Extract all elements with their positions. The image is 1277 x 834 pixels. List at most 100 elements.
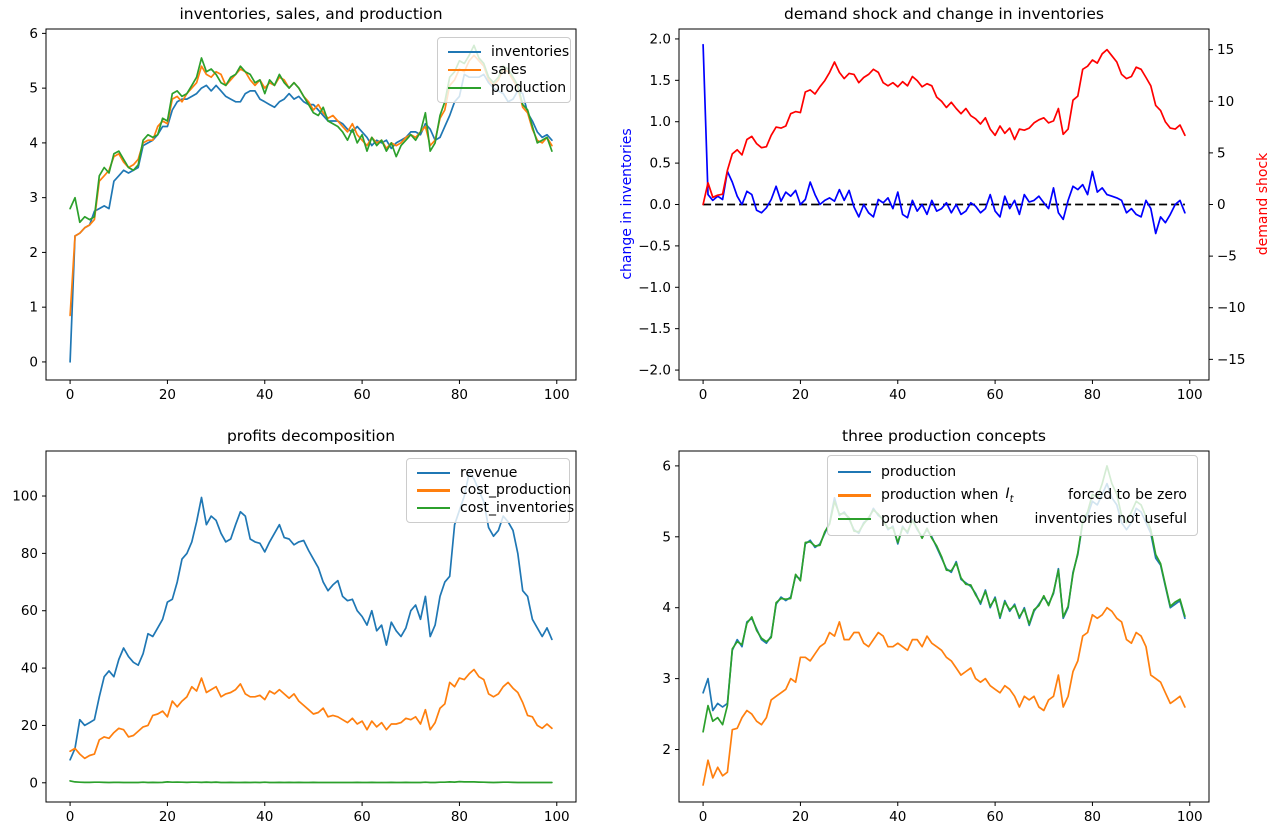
y-tick-label: 1: [29, 300, 38, 316]
x-tick-label: 40: [256, 809, 273, 825]
series-demand-shock: [702, 48, 1186, 206]
title-inventories-sales-production: inventories, sales, and production: [179, 5, 443, 23]
x-tick-label: 0: [66, 387, 75, 403]
legend-item: revenue: [417, 465, 559, 481]
series-production-zero-inventories: [702, 606, 1186, 786]
series-change-in-inventories: [702, 43, 1186, 235]
y-tick-label: 0: [29, 775, 38, 791]
y-tick-right-label: 10: [1217, 94, 1234, 110]
legend-swatch-production-inventories-not-useful: [838, 517, 871, 521]
legend-item: sales: [448, 62, 560, 78]
y-tick-label: 6: [29, 26, 38, 42]
y-tick-right-label: −5: [1217, 249, 1237, 265]
y-tick-label: 2.0: [650, 31, 671, 47]
title-profits-decomposition: profits decomposition: [226, 427, 396, 445]
series-cost-inventories: [69, 780, 553, 784]
y-tick-label: 0: [29, 354, 38, 370]
y-tick-label: 5: [662, 529, 671, 545]
x-tick-label: 60: [987, 809, 1004, 825]
x-tick-label: 100: [544, 387, 570, 403]
legend-label: production: [881, 464, 957, 481]
y-tick-label: 6: [662, 458, 671, 474]
y-tick-label: 0.5: [650, 156, 671, 172]
y-tick-label: 2: [662, 742, 671, 758]
legend-swatch-revenue: [417, 471, 450, 475]
legend-item: production: [838, 464, 1187, 480]
x-tick-label: 0: [699, 809, 708, 825]
y-tick-right-label: −15: [1217, 352, 1246, 368]
legend-swatch-cost-inventories: [417, 506, 450, 510]
title-demand-shock-change-inventories: demand shock and change in inventories: [784, 5, 1104, 23]
y-tick-label: 3: [29, 190, 38, 206]
y-tick-label: 100: [12, 489, 38, 505]
legend-label: revenue: [460, 464, 518, 481]
x-tick-label: 100: [1177, 809, 1203, 825]
panel-0: 0 20 40 60 80 100 0 1 2 3 4 5 6: [29, 26, 577, 403]
x-tick-label: 40: [889, 387, 906, 403]
legend-item: inventories: [448, 44, 569, 60]
y-tick-label: 4: [29, 135, 38, 151]
panel-1: 0 20 40 60 80 1002.01.51.00.50.0−0.5−1.0−1.5−…: [638, 28, 1246, 403]
legend-label: cost_inventories: [460, 500, 575, 517]
y-tick-label: 2: [29, 245, 38, 261]
y-tick-label: 60: [21, 603, 38, 619]
y-tick-right-label: −10: [1217, 300, 1246, 316]
y-tick-label: −1.5: [638, 321, 671, 337]
x-tick-label: 60: [354, 387, 371, 403]
y-tick-label: 4: [662, 600, 671, 616]
series-inventories: [69, 73, 553, 363]
y-tick-label: 20: [21, 718, 38, 734]
y-tick-label: 3: [662, 671, 671, 687]
series-cost-production: [69, 668, 553, 760]
legend-item: production when inventories not useful: [838, 511, 1187, 527]
y-tick-right-label: 5: [1217, 145, 1226, 161]
legend-label-secondary: forced to be zero: [1067, 487, 1187, 504]
y-tick-label: −2.0: [638, 363, 671, 379]
x-tick-label: 80: [451, 387, 468, 403]
y-tick-right-label: 15: [1217, 42, 1234, 58]
legend-swatch-inventories: [448, 50, 481, 54]
x-tick-label: 80: [451, 809, 468, 825]
axes-spines: [678, 450, 1210, 803]
y-tick-label: 80: [21, 546, 38, 562]
legend-label: cost_production: [460, 482, 572, 499]
x-tick-label: 40: [889, 809, 906, 825]
x-tick-label: 20: [159, 387, 176, 403]
x-tick-label: 100: [544, 809, 570, 825]
legend-label: sales: [491, 62, 527, 78]
legend-swatch-sales: [448, 68, 481, 72]
legend-label: production: [491, 80, 567, 96]
x-tick-label: 60: [354, 809, 371, 825]
x-tick-label: 40: [256, 387, 273, 403]
x-tick-label: 20: [159, 809, 176, 825]
axes-spines: [45, 28, 577, 381]
x-tick-label: 80: [1084, 809, 1101, 825]
legend-label: production when: [881, 510, 999, 527]
title-three-production-concepts: three production concepts: [842, 427, 1046, 445]
y-tick-label: 1.5: [650, 73, 671, 89]
legend-item: cost_production: [417, 482, 571, 498]
y-tick-label: −1.0: [638, 280, 671, 296]
x-tick-label: 20: [792, 387, 809, 403]
legend-label: production when: [881, 487, 999, 504]
x-tick-label: 80: [1084, 387, 1101, 403]
ylabel-demand-shock: demand shock: [1255, 152, 1271, 256]
legend-swatch-cost-production: [417, 489, 450, 492]
x-tick-label: 20: [792, 809, 809, 825]
legend-label-secondary: inventories not useful: [1034, 510, 1187, 527]
legend-swatch-production-zero-inventories: [838, 494, 871, 497]
x-tick-label: 100: [1177, 387, 1203, 403]
legend-profits-decomposition: revenue cost_production cost_inventories: [406, 458, 574, 523]
legend-item: production when It forced to be zero: [838, 486, 1187, 505]
ylabel-change-in-inventories: change in inventories: [619, 128, 635, 280]
legend-label: inventories: [491, 44, 570, 60]
legend-item: cost_inventories: [417, 500, 574, 516]
x-tick-label: 60: [987, 387, 1004, 403]
y-tick-label: −0.5: [638, 238, 671, 254]
y-tick-label: 0.0: [650, 197, 671, 213]
x-tick-label: 0: [66, 809, 75, 825]
legend-three-production-concepts: production production when It forced to …: [827, 455, 1198, 536]
y-tick-right-label: 0: [1217, 197, 1226, 213]
